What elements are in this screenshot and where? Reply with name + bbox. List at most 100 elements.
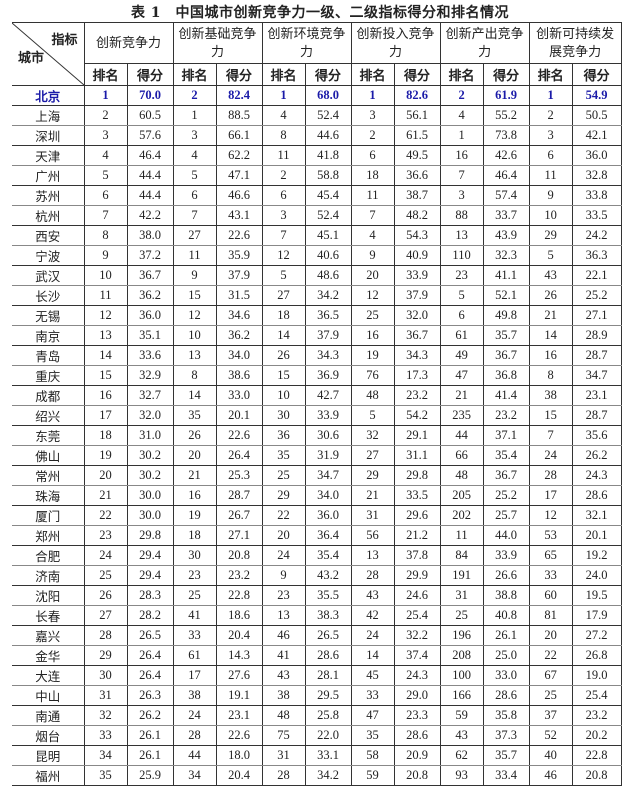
rank-cell: 49 bbox=[439, 345, 484, 366]
score-cell: 82.6 bbox=[393, 85, 441, 106]
city-name: 郑州 bbox=[12, 525, 85, 546]
score-cell: 24.2 bbox=[571, 225, 622, 246]
rank-cell: 5 bbox=[350, 405, 395, 426]
rank-cell: 3 bbox=[83, 125, 128, 146]
score-cell: 19.1 bbox=[215, 685, 263, 706]
score-cell: 35.4 bbox=[304, 545, 352, 566]
score-cell: 19.5 bbox=[571, 585, 622, 606]
score-cell: 42.6 bbox=[482, 145, 530, 166]
rank-cell: 34 bbox=[172, 765, 217, 786]
rank-cell: 8 bbox=[172, 365, 217, 386]
rank-cell: 3 bbox=[350, 105, 395, 126]
score-cell: 37.3 bbox=[482, 725, 530, 746]
score-cell: 29.1 bbox=[393, 425, 441, 446]
rank-cell: 8 bbox=[83, 225, 128, 246]
rank-cell: 31 bbox=[261, 745, 306, 766]
city-name: 北京 bbox=[12, 85, 85, 106]
score-cell: 36.7 bbox=[126, 265, 174, 286]
table-row: 西安 8 38.0 27 22.6 7 45.1 4 54.3 13 43.9 29 24.2 bbox=[12, 225, 622, 246]
table-row: 常州 20 30.2 21 25.3 25 34.7 29 29.8 48 36.7 28 24.3 bbox=[12, 465, 622, 486]
score-cell: 32.1 bbox=[571, 505, 622, 526]
table-row: 济南 25 29.4 23 23.2 9 43.2 28 29.9 191 26.6 33 24.0 bbox=[12, 565, 622, 586]
rank-cell: 18 bbox=[261, 305, 306, 326]
rank-cell: 21 bbox=[350, 485, 395, 506]
rank-cell: 33 bbox=[172, 625, 217, 646]
score-cell: 54.2 bbox=[393, 405, 441, 426]
score-cell: 33.0 bbox=[482, 665, 530, 686]
rank-cell: 28 bbox=[261, 765, 306, 786]
rank-cell: 3 bbox=[261, 205, 306, 226]
rank-cell: 18 bbox=[83, 425, 128, 446]
score-cell: 36.4 bbox=[304, 525, 352, 546]
score-cell: 24.3 bbox=[571, 465, 622, 486]
score-cell: 36.2 bbox=[126, 285, 174, 306]
score-cell: 45.4 bbox=[304, 185, 352, 206]
score-cell: 19.2 bbox=[571, 545, 622, 566]
score-cell: 54.9 bbox=[571, 85, 622, 106]
score-cell: 26.6 bbox=[482, 565, 530, 586]
rank-cell: 11 bbox=[528, 165, 573, 186]
rank-cell: 30 bbox=[172, 545, 217, 566]
rank-cell: 15 bbox=[528, 405, 573, 426]
group-header: 创新环境竞争力 bbox=[261, 22, 352, 64]
score-cell: 22.0 bbox=[304, 725, 352, 746]
table-row: 福州 35 25.9 34 20.4 28 34.2 59 20.8 93 33.4 46 20.8 bbox=[12, 765, 622, 786]
rank-cell: 27 bbox=[172, 225, 217, 246]
city-name: 广州 bbox=[12, 165, 85, 186]
score-cell: 55.2 bbox=[482, 105, 530, 126]
rank-cell: 205 bbox=[439, 485, 484, 506]
rank-cell: 26 bbox=[172, 425, 217, 446]
rank-cell: 38 bbox=[172, 685, 217, 706]
rank-cell: 37 bbox=[528, 705, 573, 726]
rank-cell: 75 bbox=[261, 725, 306, 746]
rank-cell: 7 bbox=[83, 205, 128, 226]
rank-cell: 5 bbox=[172, 165, 217, 186]
rank-cell: 46 bbox=[261, 625, 306, 646]
score-cell: 27.1 bbox=[571, 305, 622, 326]
score-cell: 28.6 bbox=[304, 645, 352, 666]
score-cell: 28.7 bbox=[215, 485, 263, 506]
rank-cell: 31 bbox=[439, 585, 484, 606]
score-cell: 29.4 bbox=[126, 565, 174, 586]
score-cell: 30.6 bbox=[304, 425, 352, 446]
score-cell: 33.4 bbox=[482, 765, 530, 786]
rank-cell: 7 bbox=[261, 225, 306, 246]
rank-cell: 9 bbox=[261, 565, 306, 586]
rank-cell: 14 bbox=[528, 325, 573, 346]
score-cell: 33.8 bbox=[571, 185, 622, 206]
table-row: 武汉 10 36.7 9 37.9 5 48.6 20 33.9 23 41.1 43 22.1 bbox=[12, 265, 622, 286]
rank-cell: 25 bbox=[83, 565, 128, 586]
city-name: 杭州 bbox=[12, 205, 85, 226]
table-row: 烟台 33 26.1 28 22.6 75 22.0 35 28.6 43 37.3 52 20.2 bbox=[12, 725, 622, 746]
rank-header: 排名 bbox=[261, 63, 306, 86]
score-cell: 26.4 bbox=[126, 665, 174, 686]
score-header: 得分 bbox=[393, 63, 441, 86]
score-cell: 20.8 bbox=[215, 545, 263, 566]
city-name: 长春 bbox=[12, 605, 85, 626]
rank-cell: 9 bbox=[528, 185, 573, 206]
score-cell: 34.0 bbox=[215, 345, 263, 366]
rank-cell: 29 bbox=[528, 225, 573, 246]
rank-cell: 2 bbox=[528, 105, 573, 126]
score-cell: 36.7 bbox=[482, 345, 530, 366]
city-name: 常州 bbox=[12, 465, 85, 486]
score-cell: 33.9 bbox=[304, 405, 352, 426]
score-cell: 38.8 bbox=[482, 585, 530, 606]
score-cell: 20.4 bbox=[215, 765, 263, 786]
rank-cell: 3 bbox=[528, 125, 573, 146]
table-row: 昆明 34 26.1 44 18.0 31 33.1 58 20.9 62 35.7 40 22.8 bbox=[12, 745, 622, 766]
score-header: 得分 bbox=[215, 63, 263, 86]
score-cell: 26.3 bbox=[126, 685, 174, 706]
score-cell: 25.0 bbox=[482, 645, 530, 666]
rank-cell: 44 bbox=[172, 745, 217, 766]
score-cell: 28.7 bbox=[571, 405, 622, 426]
score-cell: 31.0 bbox=[126, 425, 174, 446]
city-name: 金华 bbox=[12, 645, 85, 666]
score-cell: 14.3 bbox=[215, 645, 263, 666]
score-cell: 35.1 bbox=[126, 325, 174, 346]
city-name: 合肥 bbox=[12, 545, 85, 566]
table-row: 金华 29 26.4 61 14.3 41 28.6 14 37.4 208 25.0 22 26.8 bbox=[12, 645, 622, 666]
rank-cell: 56 bbox=[350, 525, 395, 546]
table-row: 苏州 6 44.4 6 46.6 6 45.4 11 38.7 3 57.4 9 33.8 bbox=[12, 185, 622, 206]
city-name: 中山 bbox=[12, 685, 85, 706]
